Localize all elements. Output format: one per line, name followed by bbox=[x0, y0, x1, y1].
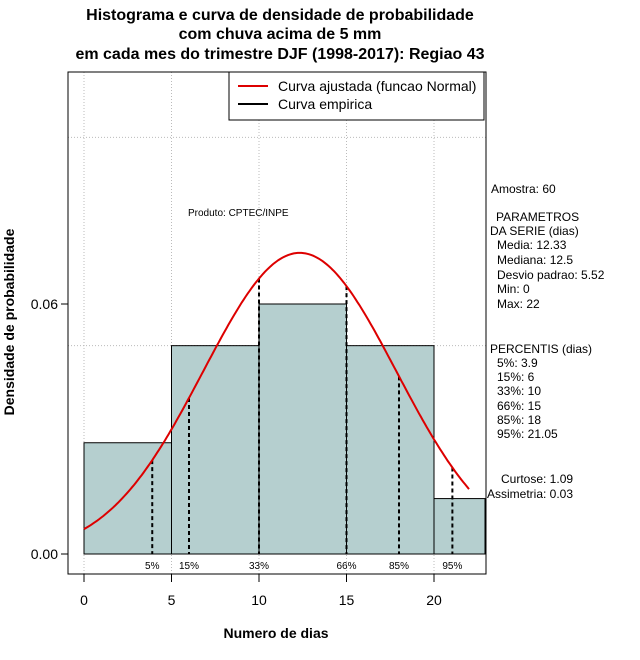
stat-min: Min: 0 bbox=[497, 282, 530, 296]
chart-title-line-1: Histograma e curva de densidade de proba… bbox=[86, 7, 474, 24]
percentile-label: 66% bbox=[336, 561, 356, 572]
stat-p33: 33%: 10 bbox=[497, 384, 542, 398]
stat-p85: 85%: 18 bbox=[497, 413, 542, 427]
legend-label-empirical: Curva empirica bbox=[278, 96, 372, 112]
legend: Curva ajustada (funcao Normal) Curva emp… bbox=[228, 71, 485, 121]
stat-mediana: Mediana: 12.5 bbox=[497, 253, 574, 267]
percentile-label: 95% bbox=[442, 561, 462, 572]
y-axis-label: Densidade de probabilidade bbox=[1, 228, 17, 415]
stat-assimetria: Assimetria: 0.03 bbox=[487, 487, 574, 501]
y-tick-label: 0.00 bbox=[31, 546, 58, 562]
histogram-bar bbox=[433, 498, 486, 555]
stat-media: Media: 12.33 bbox=[497, 238, 567, 252]
stat-p15: 15%: 6 bbox=[497, 370, 535, 384]
percentile-label: 15% bbox=[179, 561, 199, 572]
chart-title-line-2: com chuva acima de 5 mm bbox=[178, 26, 382, 43]
histogram-bar bbox=[346, 345, 435, 555]
histogram-bar bbox=[83, 442, 172, 555]
stat-desvio: Desvio padrao: 5.52 bbox=[497, 268, 605, 282]
x-tick-label: 20 bbox=[426, 592, 442, 608]
percentile-lines bbox=[151, 278, 454, 554]
stat-p5: 5%: 3.9 bbox=[497, 356, 538, 370]
x-axis-label: Numero de dias bbox=[223, 625, 328, 641]
x-tick-label: 5 bbox=[168, 592, 176, 608]
normal-curve bbox=[83, 251, 470, 530]
stat-amostra: Amostra: 60 bbox=[491, 182, 556, 196]
histogram-bars bbox=[83, 303, 486, 555]
x-tick-label: 0 bbox=[80, 592, 88, 608]
x-axis: 0 5 10 15 20 bbox=[80, 573, 442, 608]
histogram-bar bbox=[171, 345, 260, 555]
stat-params-title: PARAMETROS bbox=[496, 210, 580, 224]
y-axis: 0.00 0.06 bbox=[31, 296, 68, 562]
product-annotation: Produto: CPTEC/INPE bbox=[188, 208, 289, 219]
histogram-bar bbox=[258, 303, 347, 555]
percentile-label: 33% bbox=[249, 561, 269, 572]
stat-p66: 66%: 15 bbox=[497, 399, 542, 413]
percentile-label: 85% bbox=[389, 561, 409, 572]
stat-p95: 95%: 21.05 bbox=[497, 427, 558, 441]
stat-curtose: Curtose: 1.09 bbox=[501, 472, 574, 486]
percentile-labels: 5% 15% 33% 66% 85% 95% bbox=[145, 561, 462, 572]
stat-percentis-title: PERCENTIS (dias) bbox=[490, 342, 593, 356]
legend-label-fitted: Curva ajustada (funcao Normal) bbox=[278, 78, 476, 94]
chart-title-line-3: em cada mes do trimestre DJF (1998-2017)… bbox=[75, 46, 485, 63]
stat-max: Max: 22 bbox=[497, 297, 540, 311]
x-tick-label: 10 bbox=[251, 592, 267, 608]
x-tick-label: 15 bbox=[339, 592, 355, 608]
percentile-label: 5% bbox=[145, 561, 160, 572]
stat-params-subtitle: DA SERIE (dias) bbox=[490, 224, 579, 238]
legend-box bbox=[228, 71, 485, 121]
y-tick-label: 0.06 bbox=[31, 296, 58, 312]
